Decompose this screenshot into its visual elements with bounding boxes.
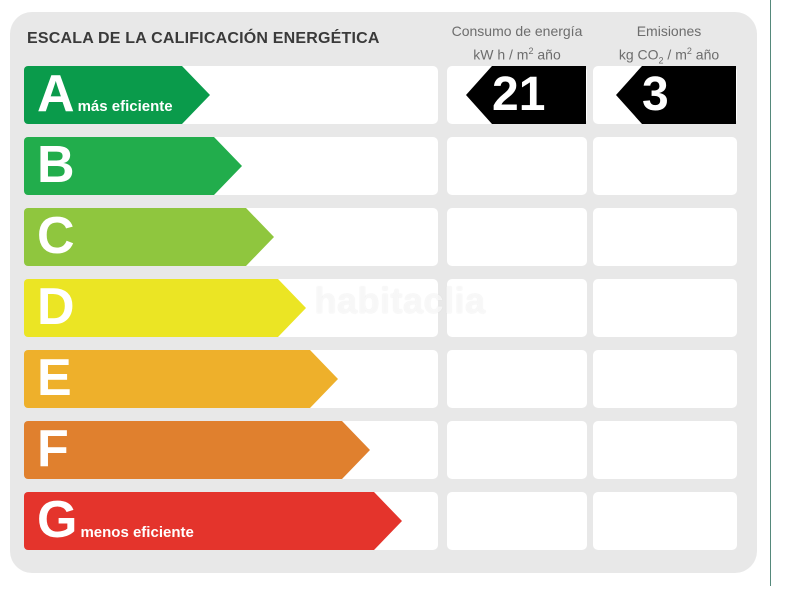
rating-grade-a: A — [37, 65, 75, 123]
consumo-header-title: Consumo de energía — [451, 23, 583, 39]
rating-track-a: A más eficiente — [24, 66, 438, 124]
rating-row-a: A más eficiente 21 3 — [24, 66, 737, 124]
consumo-cell-e — [447, 350, 587, 408]
rating-grade-g: G — [37, 491, 78, 549]
emisiones-value-badge: 3 — [616, 66, 736, 124]
rating-track-f: F — [24, 421, 438, 479]
rating-grade-e: E — [37, 349, 72, 407]
consumo-value: 21 — [492, 68, 546, 121]
rating-grade-d: D — [37, 278, 75, 336]
emisiones-value: 3 — [642, 68, 669, 121]
rating-arrow-b: B — [24, 137, 242, 195]
rating-grade-c: C — [37, 207, 75, 265]
rating-grade-f: F — [37, 420, 69, 478]
emisiones-cell-b — [593, 137, 737, 195]
consumo-value-badge: 21 — [466, 66, 586, 124]
consumo-cell-c — [447, 208, 587, 266]
rating-track-b: B — [24, 137, 438, 195]
right-divider-line — [770, 0, 771, 586]
rating-row-d: D — [24, 279, 737, 337]
emisiones-cell-f — [593, 421, 737, 479]
consumo-cell-g — [447, 492, 587, 550]
rating-track-c: C — [24, 208, 438, 266]
rating-row-b: B — [24, 137, 737, 195]
emisiones-header-unit: kg CO2 / m2 año — [618, 46, 720, 66]
emisiones-cell-a: 3 — [593, 66, 737, 124]
emisiones-cell-c — [593, 208, 737, 266]
rating-rows: A más eficiente 21 3 — [24, 66, 737, 563]
consumo-column-header: Consumo de energía kW h / m2 año — [447, 21, 587, 65]
consumo-cell-b — [447, 137, 587, 195]
rating-arrow-f: F — [24, 421, 370, 479]
rating-track-d: D — [24, 279, 438, 337]
energy-rating-panel: ESCALA DE LA CALIFICACIÓN ENERGÉTICA Con… — [10, 12, 757, 573]
consumo-header-unit: kW h / m2 año — [473, 46, 561, 63]
consumo-cell-f — [447, 421, 587, 479]
emisiones-cell-d — [593, 279, 737, 337]
rating-sublabel-g: menos eficiente — [80, 524, 194, 541]
rating-arrow-d: D — [24, 279, 306, 337]
rating-row-e: E — [24, 350, 737, 408]
consumo-cell-a: 21 — [447, 66, 587, 124]
rating-arrow-c: C — [24, 208, 274, 266]
rating-row-f: F — [24, 421, 737, 479]
rating-sublabel-a: más eficiente — [77, 98, 173, 115]
emisiones-header-title: Emisiones — [636, 23, 702, 39]
rating-arrow-e: E — [24, 350, 338, 408]
emisiones-column-header: Emisiones kg CO2 / m2 año — [591, 21, 747, 70]
rating-arrow-g: G menos eficiente — [24, 492, 402, 550]
rating-row-c: C — [24, 208, 737, 266]
rating-arrow-a: A más eficiente — [24, 66, 210, 124]
consumo-cell-d — [447, 279, 587, 337]
panel-title: ESCALA DE LA CALIFICACIÓN ENERGÉTICA — [27, 30, 380, 47]
rating-grade-b: B — [37, 136, 75, 194]
rating-row-g: G menos eficiente — [24, 492, 737, 550]
rating-track-e: E — [24, 350, 438, 408]
rating-track-g: G menos eficiente — [24, 492, 438, 550]
emisiones-cell-g — [593, 492, 737, 550]
emisiones-cell-e — [593, 350, 737, 408]
